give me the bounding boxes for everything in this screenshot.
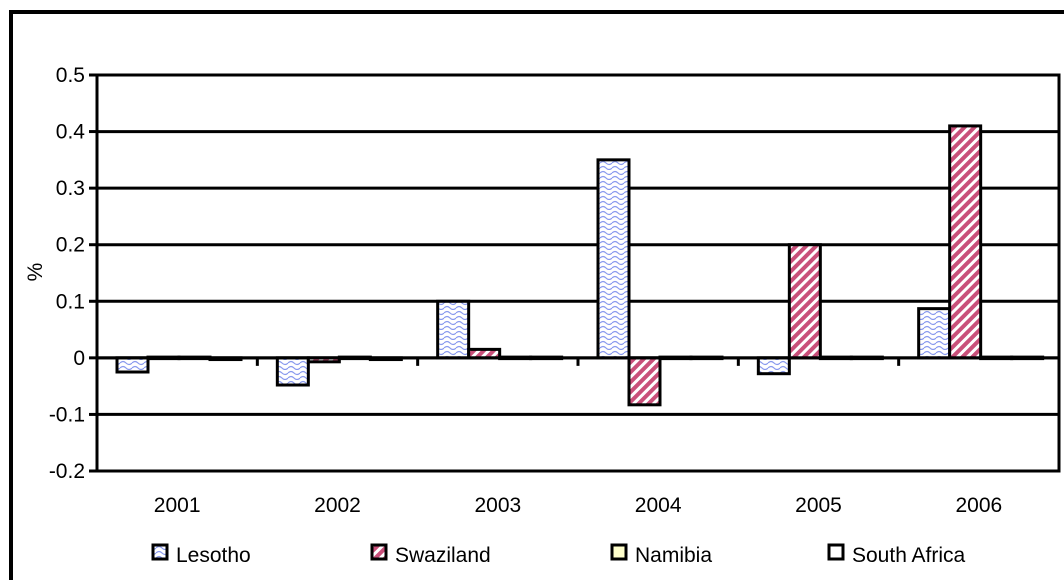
bar-lesotho-2005 [756,356,791,376]
y-axis-tick-labels: 0.5 0.4 0.3 0.2 0.1 0 -0.1 -0.2 [49,64,85,483]
y-tick-label: 0.5 [56,64,85,87]
x-tick-label: 2004 [635,494,682,517]
y-axis-label: % [24,263,47,282]
legend-item-south-africa: South Africa [827,543,966,567]
legend: Lesotho Swaziland Namibia South Africa [151,543,966,567]
legend-swatch [827,543,845,561]
legend-swatch [370,543,388,561]
bar-swaziland-2004 [627,356,662,407]
y-tick-label: 0.1 [56,290,85,313]
legend-item-lesotho: Lesotho [151,543,251,567]
x-tick-label: 2003 [474,494,521,517]
x-tick-label: 2002 [314,494,361,517]
y-tick-label: 0.4 [56,121,86,144]
chart-border [9,10,1064,580]
legend-item-namibia: Namibia [610,543,712,567]
legend-label: South Africa [852,544,966,567]
y-tick-label: 0.2 [56,234,85,257]
bar-lesotho-2002 [275,356,310,387]
legend-item-swaziland: Swaziland [370,543,491,567]
plot-area [95,73,1061,473]
x-tick-label: 2001 [154,494,201,517]
bar-lesotho-2006 [917,307,952,360]
y-tick-label: -0.1 [49,403,85,426]
bar-lesotho-2001 [115,356,150,374]
legend-label: Lesotho [176,544,251,567]
y-tick-label: 0 [73,347,85,370]
legend-label: Namibia [635,544,712,567]
x-tick-label: 2005 [795,494,842,517]
x-axis-ticks [255,357,901,366]
bar-lesotho-2003 [436,299,471,360]
legend-swatch [151,543,169,561]
x-tick-label: 2006 [955,494,1002,517]
legend-swatch [610,543,628,561]
y-tick-label: 0.3 [56,177,85,200]
bar-lesotho-2004 [596,158,631,360]
x-axis-tick-labels: 2001 2002 2003 2004 2005 2006 [154,494,1002,517]
y-tick-label: -0.2 [49,460,85,483]
legend-label: Swaziland [395,544,491,567]
bar-swaziland-2005 [787,243,822,360]
bar-swaziland-2006 [948,124,983,360]
